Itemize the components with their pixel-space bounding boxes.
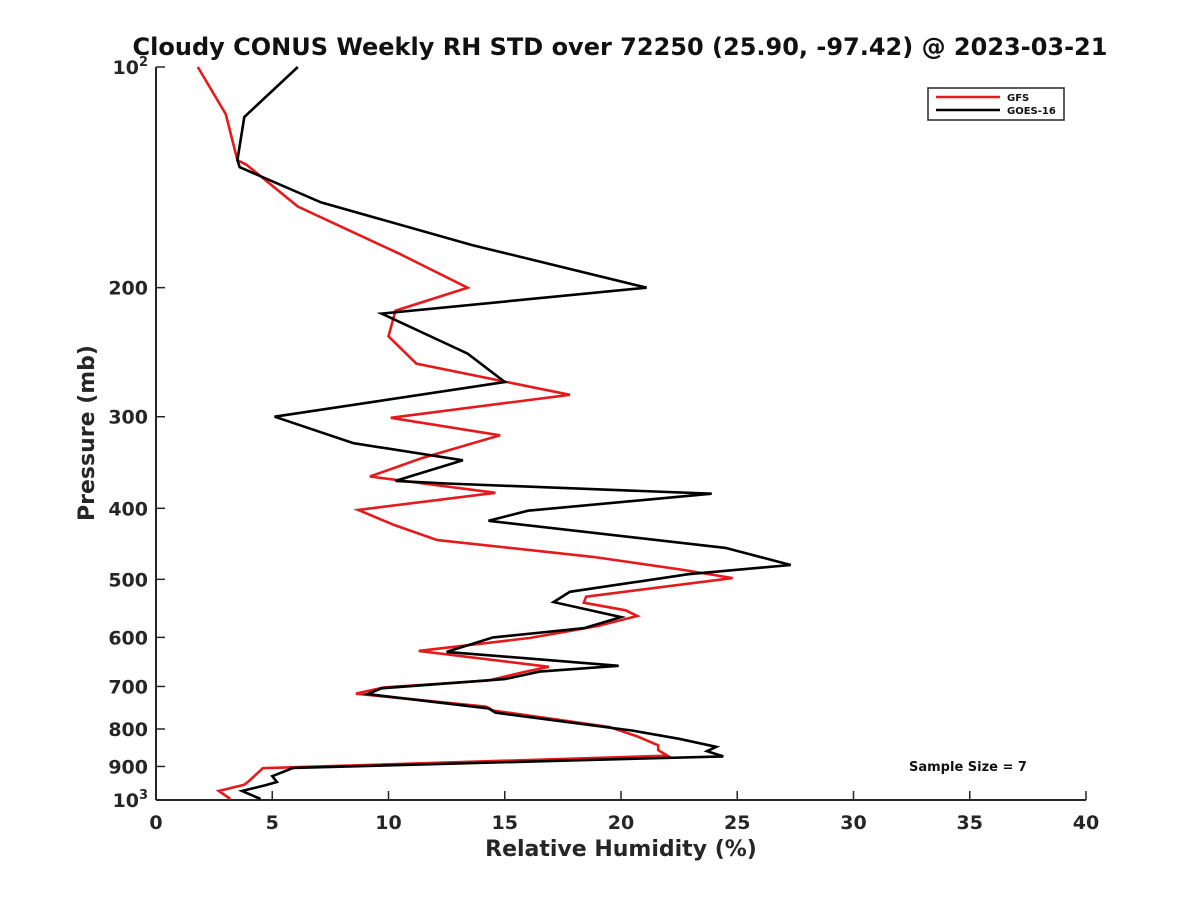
x-axis-label: Relative Humidity (%) [485, 837, 757, 862]
x-tick-label: 35 [957, 812, 983, 834]
sample-size-annotation: Sample Size = 7 [909, 760, 1027, 775]
y-axis-ticks: 102 200 300 400 500 600 700 800 900 103 [108, 55, 165, 812]
y-tick-label: 800 [108, 719, 148, 741]
legend-label-goes16: GOES-16 [1007, 106, 1056, 117]
x-tick-label: 30 [840, 812, 866, 834]
x-tick-label: 0 [149, 812, 162, 834]
series-layer [196, 66, 792, 801]
y-tick-label: 500 [108, 569, 148, 591]
x-tick-label: 15 [492, 812, 518, 834]
y-tick-label: 200 [108, 278, 148, 300]
y-axis-label: Pressure (mb) [75, 345, 100, 521]
y-tick-label: 700 [108, 676, 148, 698]
x-axis-ticks: 0 5 10 15 20 25 30 35 40 [149, 791, 1099, 834]
x-tick-label: 40 [1073, 812, 1099, 834]
x-tick-label: 25 [724, 812, 750, 834]
x-tick-label: 20 [608, 812, 634, 834]
series-line-gfs [196, 66, 733, 801]
y-tick-label: 900 [108, 756, 148, 778]
y-tick-label: 600 [108, 627, 148, 649]
y-tick-label: 300 [108, 407, 148, 429]
y-tick-label: 103 [113, 788, 149, 812]
x-tick-label: 10 [375, 812, 401, 834]
legend-box [927, 87, 1065, 121]
legend: GFS GOES-16 [927, 87, 1065, 121]
y-tick-label: 400 [108, 498, 148, 520]
x-tick-label: 5 [266, 812, 279, 834]
series-line-goes16 [236, 66, 792, 801]
plot-area [155, 67, 1086, 801]
chart-title: Cloudy CONUS Weekly RH STD over 72250 (2… [133, 33, 1108, 61]
y-tick-label: 102 [113, 55, 149, 79]
legend-label-gfs: GFS [1007, 93, 1029, 104]
